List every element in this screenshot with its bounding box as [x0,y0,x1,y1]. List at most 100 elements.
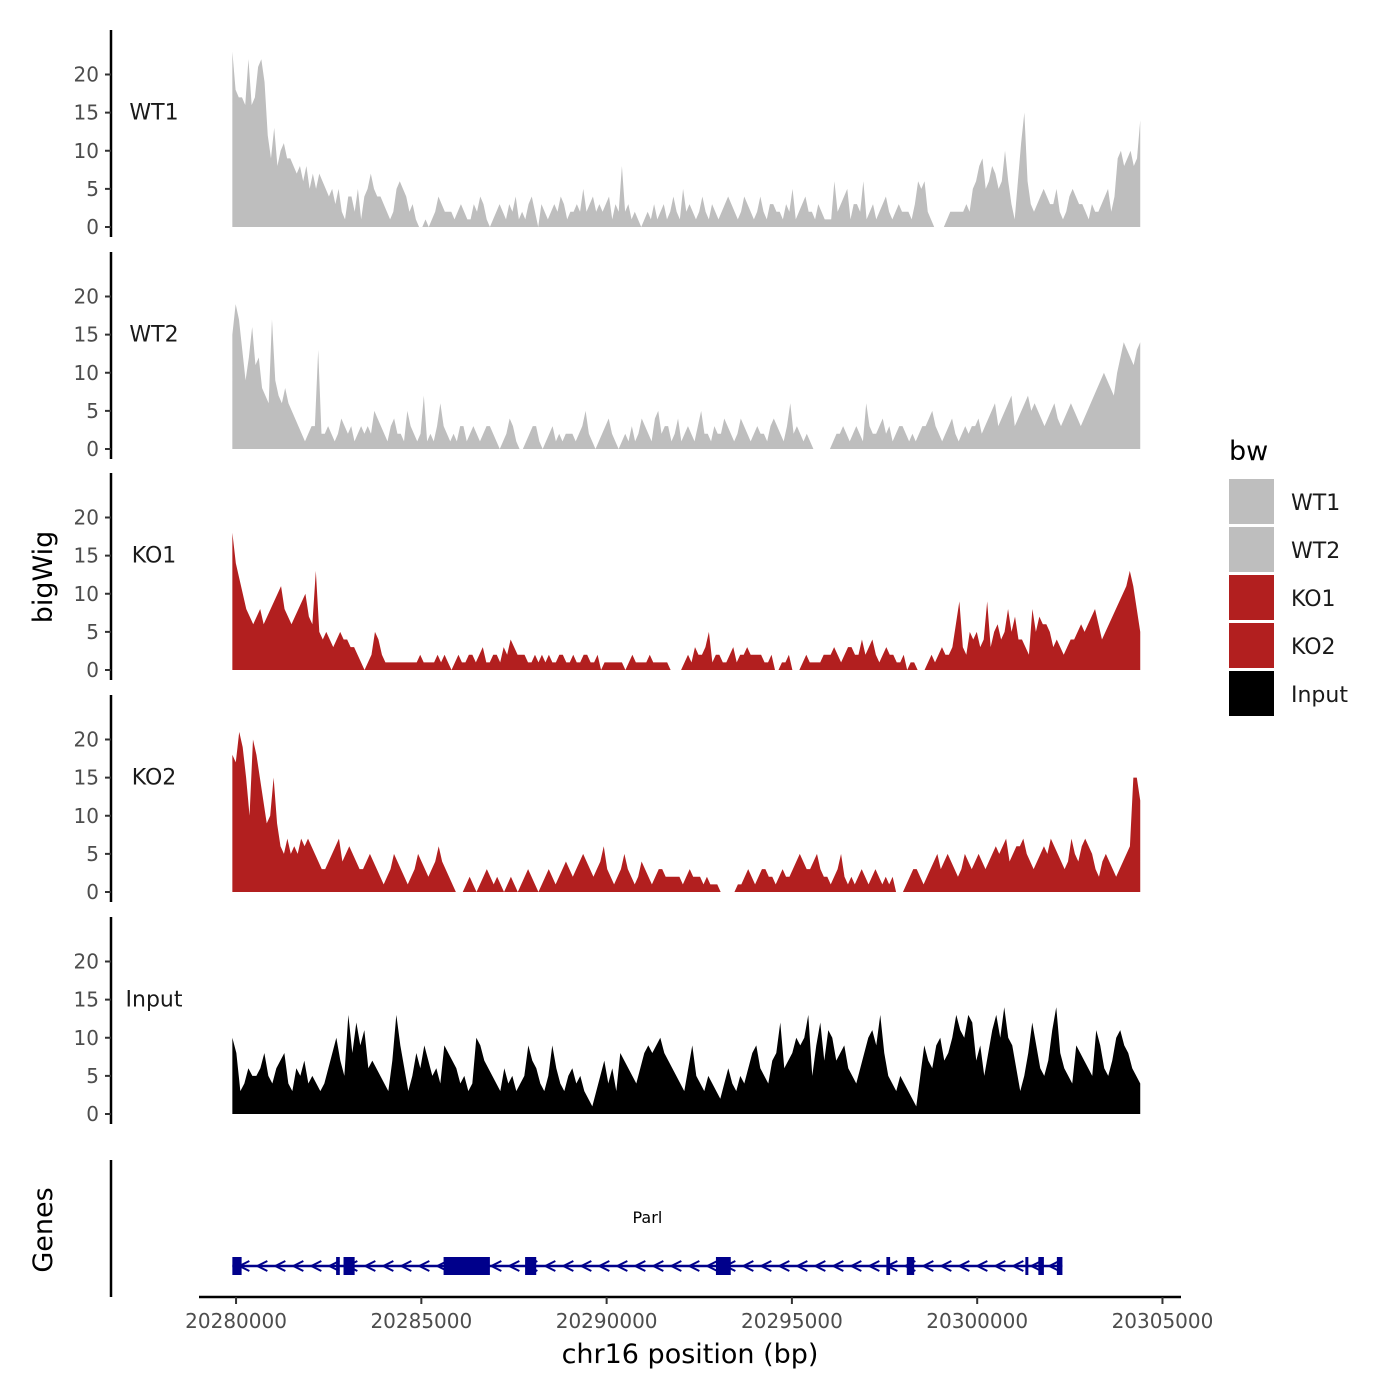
exon [906,1257,915,1275]
x-axis: 20280000 20285000 20290000 20295000 20300000… [185,1295,1214,1333]
strand-arrow [597,1260,610,1272]
strand-arrow [309,1260,322,1272]
strand-arrow [399,1260,412,1272]
strand-arrow [543,1260,556,1272]
area-input [232,1007,1141,1114]
area-ko2 [232,731,1141,892]
track-input: 0 5 10 15 20 Input [74,917,1141,1126]
strand-arrow [867,1260,880,1272]
strand-arrow [759,1260,772,1272]
area-wt1 [232,51,1141,227]
strand-arrow [651,1260,664,1272]
genes-panel-title: Genes [28,1187,59,1272]
y-tick-label: 20 [74,950,99,974]
legend-entry-wt1: WT1 [1229,479,1340,524]
bigwig-tracks: 0 5 10 15 20 WT1 0 5 10 15 20 WT2 0 5 10 15 20 KO1 0 5 10 15 2… [74,30,1141,1126]
strand-arrow [849,1260,862,1272]
strand-arrow [633,1260,646,1272]
strand-arrow [939,1260,952,1272]
strand-arrow [921,1260,934,1272]
legend-entry-wt2: WT2 [1229,527,1340,572]
strand-arrow [957,1260,970,1272]
x-axis-title: chr16 position (bp) [562,1339,819,1370]
exon [336,1257,340,1275]
strand-arrow [363,1260,376,1272]
x-tick-label: 20305000 [1112,1309,1214,1333]
strand-arrow [579,1260,592,1272]
strand-arrow [975,1260,988,1272]
legend-entry-input: Input [1229,671,1348,716]
x-tick-label: 20295000 [741,1309,843,1333]
y-tick-label: 5 [86,1064,99,1088]
y-tick-label: 0 [86,215,99,239]
legend-entry-ko1: KO1 [1229,575,1336,620]
strand-arrow [795,1260,808,1272]
legend-swatch [1229,479,1274,524]
y-tick-label: 20 [74,285,99,309]
x-tick-label: 20285000 [370,1309,472,1333]
strand-arrow [705,1260,718,1272]
exon [525,1257,537,1275]
legend-label: WT1 [1291,491,1340,516]
track-label-ko1: KO1 [132,544,177,569]
y-tick-label: 0 [86,437,99,461]
x-tick-label: 20280000 [185,1309,287,1333]
area-ko1 [232,532,1141,670]
gene-name-label: Parl [633,1208,663,1227]
strand-arrow [777,1260,790,1272]
y-tick-label: 0 [86,880,99,904]
strand-arrow [1029,1260,1042,1272]
strand-arrow [417,1260,430,1272]
track-label-wt2: WT2 [129,323,178,348]
y-tick-label: 20 [74,63,99,87]
legend-title: bw [1229,436,1268,467]
strand-arrow [831,1260,844,1272]
exon [1038,1257,1044,1275]
strand-arrow [291,1260,304,1272]
y-tick-label: 15 [74,323,99,347]
strand-arrow [669,1260,682,1272]
strand-arrow [489,1260,502,1272]
legend-swatch [1229,623,1274,668]
exon [1025,1257,1029,1275]
y-tick-label: 5 [86,620,99,644]
track-label-ko2: KO2 [132,766,177,791]
strand-arrow [1011,1260,1024,1272]
y-tick-label: 15 [74,766,99,790]
y-tick-label: 15 [74,101,99,125]
strand-arrow [993,1260,1006,1272]
x-tick-label: 20290000 [556,1309,658,1333]
strand-arrow [813,1260,826,1272]
area-wt2 [232,304,1141,449]
track-ko1: 0 5 10 15 20 KO1 [74,473,1141,682]
track-label-wt1: WT1 [129,101,178,126]
y-tick-label: 10 [74,361,99,385]
legend: bw WT1 WT2 KO1 KO2 Input [1229,436,1348,716]
track-wt1: 0 5 10 15 20 WT1 [74,30,1141,239]
legend-swatch [1229,575,1274,620]
exon [715,1257,731,1275]
y-tick-label: 0 [86,1102,99,1126]
exon [343,1257,355,1275]
gene-parl: Parl [232,1208,1063,1275]
y-tick-label: 15 [74,544,99,568]
strand-arrow [255,1260,268,1272]
strand-arrow [615,1260,628,1272]
track-label-input: Input [126,988,183,1013]
y-tick-label: 20 [74,728,99,752]
y-tick-label: 15 [74,988,99,1012]
y-tick-label: 5 [86,842,99,866]
legend-label: KO1 [1291,587,1336,612]
legend-label: Input [1291,683,1348,708]
legend-label: KO2 [1291,635,1336,660]
strand-arrow [1047,1260,1060,1272]
exon [443,1257,490,1275]
y-tick-label: 0 [86,658,99,682]
strand-arrow [687,1260,700,1272]
strand-arrow [507,1260,520,1272]
legend-entry-ko2: KO2 [1229,623,1336,668]
exon [232,1257,242,1275]
exon [1056,1257,1063,1275]
legend-swatch [1229,527,1274,572]
